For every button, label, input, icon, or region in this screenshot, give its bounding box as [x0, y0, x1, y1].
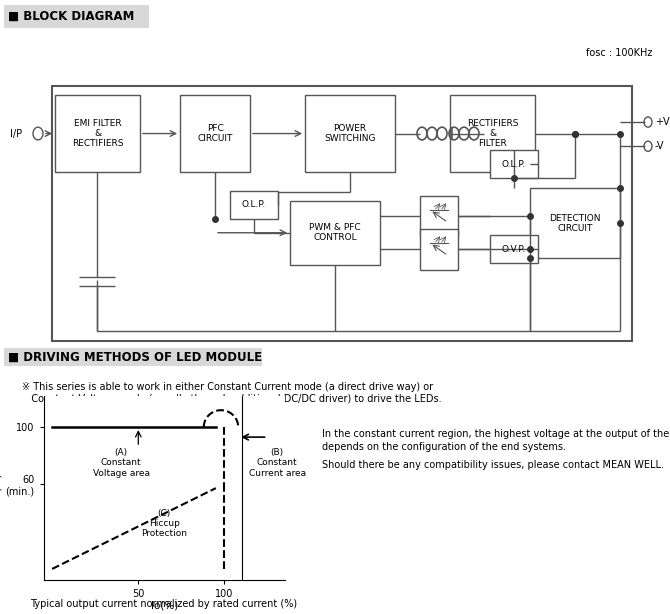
Text: (A)
Constant
Voltage area: (A) Constant Voltage area — [92, 448, 149, 478]
Text: +V: +V — [655, 117, 669, 127]
Text: Constant Voltage mode (usually through additional DC/DC driver) to drive the LED: Constant Voltage mode (usually through a… — [22, 394, 442, 404]
Bar — [305, 95, 395, 172]
Text: Typical output current normalized by rated current (%): Typical output current normalized by rat… — [30, 599, 297, 609]
Text: POWER
SWITCHING: POWER SWITCHING — [324, 124, 376, 143]
Text: DETECTION
CIRCUIT: DETECTION CIRCUIT — [549, 214, 601, 233]
X-axis label: Io(%): Io(%) — [151, 600, 178, 611]
Bar — [420, 229, 458, 270]
Bar — [490, 235, 538, 263]
Bar — [4, 348, 262, 366]
Bar — [490, 150, 538, 178]
Y-axis label: Vo(%): Vo(%) — [0, 473, 3, 503]
Bar — [420, 196, 458, 236]
Text: EMI FILTER
&
RECTIFIERS: EMI FILTER & RECTIFIERS — [72, 119, 123, 149]
Text: RECTIFIERS
&
FILTER: RECTIFIERS & FILTER — [467, 119, 519, 149]
Text: (B)
Constant
Current area: (B) Constant Current area — [249, 448, 306, 478]
Text: ■ DRIVING METHODS OF LED MODULE: ■ DRIVING METHODS OF LED MODULE — [8, 351, 262, 363]
Text: -V: -V — [655, 141, 665, 151]
Text: PFC
CIRCUIT: PFC CIRCUIT — [197, 124, 232, 143]
Text: ■ BLOCK DIAGRAM: ■ BLOCK DIAGRAM — [8, 10, 135, 23]
Bar — [55, 95, 140, 172]
Text: PWM & PFC
CONTROL: PWM & PFC CONTROL — [309, 223, 361, 243]
Bar — [230, 191, 278, 219]
Bar — [530, 188, 620, 258]
Bar — [4, 5, 149, 28]
Bar — [180, 95, 250, 172]
Bar — [52, 87, 632, 341]
Text: (C)
Hiccup
Protection: (C) Hiccup Protection — [141, 508, 187, 538]
Text: fosc : 100KHz: fosc : 100KHz — [586, 49, 652, 58]
Text: O.V.P.: O.V.P. — [502, 245, 526, 254]
Text: ※ This series is able to work in either Constant Current mode (a direct drive wa: ※ This series is able to work in either … — [22, 382, 433, 392]
Text: depends on the configuration of the end systems.: depends on the configuration of the end … — [322, 442, 566, 452]
Bar — [450, 95, 535, 172]
Text: O.L.P.: O.L.P. — [242, 200, 266, 209]
Text: In the constant current region, the highest voltage at the output of the driver: In the constant current region, the high… — [322, 429, 670, 439]
Bar — [290, 201, 380, 265]
Text: O.L.P.: O.L.P. — [502, 160, 526, 169]
Text: I/P: I/P — [10, 128, 22, 139]
Text: Should there be any compatibility issues, please contact MEAN WELL.: Should there be any compatibility issues… — [322, 460, 664, 470]
